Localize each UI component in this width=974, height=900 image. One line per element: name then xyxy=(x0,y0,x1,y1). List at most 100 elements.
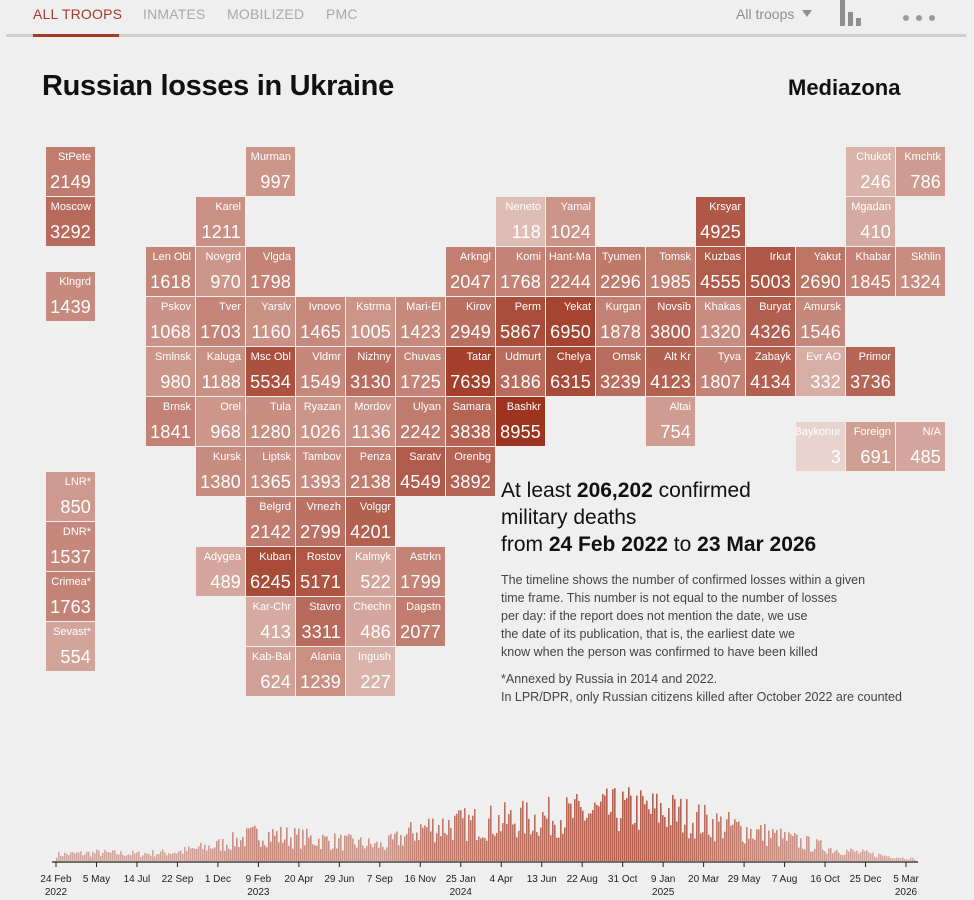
region-tile-hant-ma[interactable]: Hant-Ma 2244 xyxy=(546,247,595,296)
region-tile-klngrd[interactable]: Klngrd 1439 xyxy=(46,272,95,321)
region-tile-vlgda[interactable]: Vlgda 1798 xyxy=(246,247,295,296)
region-tile-kstrma[interactable]: Kstrma 1005 xyxy=(346,297,395,346)
region-tile-bashkr[interactable]: Bashkr 8955 xyxy=(496,397,545,446)
region-tile-krsyar[interactable]: Krsyar 4925 xyxy=(696,197,745,246)
region-tile-saratv[interactable]: Saratv 4549 xyxy=(396,447,445,496)
region-tile-stpete[interactable]: StPete 2149 xyxy=(46,147,95,196)
region-tile-chelya[interactable]: Chelya 6315 xyxy=(546,347,595,396)
region-tile-kurgan[interactable]: Kurgan 1878 xyxy=(596,297,645,346)
region-tile-arkngl[interactable]: Arkngl 2047 xyxy=(446,247,495,296)
losses-timeline-chart[interactable]: 24 Feb 2022 5 May 14 Jul 22 Sep 1 Dec 9 Feb 202… xyxy=(0,760,974,900)
region-tile-msc-obl[interactable]: Msc Obl 5534 xyxy=(246,347,295,396)
more-options-icon[interactable] xyxy=(903,8,942,26)
troops-filter-dropdown[interactable]: All troops xyxy=(736,6,813,22)
region-tile-smlnsk[interactable]: Smlnsk 980 xyxy=(146,347,195,396)
region-tile-yekat[interactable]: Yekat 6950 xyxy=(546,297,595,346)
region-tile-tver[interactable]: Tver 1703 xyxy=(196,297,245,346)
region-tile-zabayk[interactable]: Zabayk 4134 xyxy=(746,347,795,396)
region-tile-vrnezh[interactable]: Vrnezh 2799 xyxy=(296,497,345,546)
region-tile-tula[interactable]: Tula 1280 xyxy=(246,397,295,446)
region-tile-tyva[interactable]: Tyva 1807 xyxy=(696,347,745,396)
region-tile-samara[interactable]: Samara 3838 xyxy=(446,397,495,446)
region-tile-tambov[interactable]: Tambov 1393 xyxy=(296,447,345,496)
region-tile-dnr[interactable]: DNR* 1537 xyxy=(46,522,95,571)
region-tile-kirov[interactable]: Kirov 2949 xyxy=(446,297,495,346)
region-tile-neneto[interactable]: Neneto 118 xyxy=(496,197,545,246)
region-tile-orel[interactable]: Orel 968 xyxy=(196,397,245,446)
region-tile-penza[interactable]: Penza 2138 xyxy=(346,447,395,496)
region-tile-sevast[interactable]: Sevast* 554 xyxy=(46,622,95,671)
region-tile-crimea[interactable]: Crimea* 1763 xyxy=(46,572,95,621)
region-tile-ulyan[interactable]: Ulyan 2242 xyxy=(396,397,445,446)
region-tile-foreign[interactable]: Foreign 691 xyxy=(846,422,895,471)
region-tile-volggr[interactable]: Volggr 4201 xyxy=(346,497,395,546)
region-tile-yakut[interactable]: Yakut 2690 xyxy=(796,247,845,296)
region-tile-orenbg[interactable]: Orenbg 3892 xyxy=(446,447,495,496)
region-tile-primor[interactable]: Primor 3736 xyxy=(846,347,895,396)
region-tile-rostov[interactable]: Rostov 5171 xyxy=(296,547,345,596)
region-tile-omsk[interactable]: Omsk 3239 xyxy=(596,347,645,396)
region-tile-ingush[interactable]: Ingush 227 xyxy=(346,647,395,696)
region-tile-skhlin[interactable]: Skhlin 1324 xyxy=(896,247,945,296)
region-tile-kar-chr[interactable]: Kar-Chr 413 xyxy=(246,597,295,646)
region-tile-khabar[interactable]: Khabar 1845 xyxy=(846,247,895,296)
region-tile-belgrd[interactable]: Belgrd 2142 xyxy=(246,497,295,546)
region-tile-mordov[interactable]: Mordov 1136 xyxy=(346,397,395,446)
brand-logo[interactable]: Mediazona xyxy=(788,75,901,100)
region-tile-vldmr[interactable]: Vldmr 1549 xyxy=(296,347,345,396)
region-tile-alania[interactable]: Alania 1239 xyxy=(296,647,345,696)
region-tile-ivnovo[interactable]: Ivnovo 1465 xyxy=(296,297,345,346)
tab-pmc[interactable]: PMC xyxy=(326,6,358,22)
region-tile-len-obl[interactable]: Len Obl 1618 xyxy=(146,247,195,296)
region-tile-yarslv[interactable]: Yarslv 1160 xyxy=(246,297,295,346)
region-tile-kalmyk[interactable]: Kalmyk 522 xyxy=(346,547,395,596)
region-tile-kab-bal[interactable]: Kab-Bal 624 xyxy=(246,647,295,696)
region-tile-murman[interactable]: Murman 997 xyxy=(246,147,295,196)
region-tile-n-a[interactable]: N/A 485 xyxy=(896,422,945,471)
region-tile-chukot[interactable]: Chukot 246 xyxy=(846,147,895,196)
region-tile-kuban[interactable]: Kuban 6245 xyxy=(246,547,295,596)
region-tile-tomsk[interactable]: Tomsk 1985 xyxy=(646,247,695,296)
region-tile-kaluga[interactable]: Kaluga 1188 xyxy=(196,347,245,396)
bar-chart-icon[interactable] xyxy=(840,0,866,26)
region-tile-kursk[interactable]: Kursk 1380 xyxy=(196,447,245,496)
region-tile-yamal[interactable]: Yamal 1024 xyxy=(546,197,595,246)
region-tile-kuzbas[interactable]: Kuzbas 4555 xyxy=(696,247,745,296)
region-tile-novsib[interactable]: Novsib 3800 xyxy=(646,297,695,346)
region-tile-mari-el[interactable]: Mari-El 1423 xyxy=(396,297,445,346)
region-tile-alt-kr[interactable]: Alt Kr 4123 xyxy=(646,347,695,396)
region-tile-tyumen[interactable]: Tyumen 2296 xyxy=(596,247,645,296)
region-tile-pskov[interactable]: Pskov 1068 xyxy=(146,297,195,346)
region-tile-kmchtk[interactable]: Kmchtk 786 xyxy=(896,147,945,196)
region-tile-nizhny[interactable]: Nizhny 3130 xyxy=(346,347,395,396)
region-tile-astrkn[interactable]: Astrkn 1799 xyxy=(396,547,445,596)
region-tile-novgrd[interactable]: Novgrd 970 xyxy=(196,247,245,296)
region-name: Mordov xyxy=(354,401,391,413)
region-tile-adygea[interactable]: Adygea 489 xyxy=(196,547,245,596)
region-tile-tatar[interactable]: Tatar 7639 xyxy=(446,347,495,396)
region-tile-brnsk[interactable]: Brnsk 1841 xyxy=(146,397,195,446)
region-tile-baykonur[interactable]: Baykonur 3 xyxy=(796,422,845,471)
region-tile-ryazan[interactable]: Ryazan 1026 xyxy=(296,397,345,446)
region-tile-chechn[interactable]: Chechn 486 xyxy=(346,597,395,646)
region-tile-buryat[interactable]: Buryat 4326 xyxy=(746,297,795,346)
region-tile-chuvas[interactable]: Chuvas 1725 xyxy=(396,347,445,396)
region-tile-liptsk[interactable]: Liptsk 1365 xyxy=(246,447,295,496)
region-tile-evr-ao[interactable]: Evr AO 332 xyxy=(796,347,845,396)
tab-all-troops[interactable]: ALL TROOPS xyxy=(33,6,123,22)
region-tile-khakas[interactable]: Khakas 1320 xyxy=(696,297,745,346)
region-tile-karel[interactable]: Karel 1211 xyxy=(196,197,245,246)
region-tile-dagstn[interactable]: Dagstn 2077 xyxy=(396,597,445,646)
region-tile-altai[interactable]: Altai 754 xyxy=(646,397,695,446)
region-tile-mgadan[interactable]: Mgadan 410 xyxy=(846,197,895,246)
region-tile-stavro[interactable]: Stavro 3311 xyxy=(296,597,345,646)
region-tile-lnr[interactable]: LNR* 850 xyxy=(46,472,95,521)
region-tile-irkut[interactable]: Irkut 5003 xyxy=(746,247,795,296)
region-tile-komi[interactable]: Komi 1768 xyxy=(496,247,545,296)
tab-mobilized[interactable]: MOBILIZED xyxy=(227,6,305,22)
region-tile-udmurt[interactable]: Udmurt 3186 xyxy=(496,347,545,396)
region-tile-moscow[interactable]: Moscow 3292 xyxy=(46,197,95,246)
region-tile-perm[interactable]: Perm 5867 xyxy=(496,297,545,346)
region-tile-amursk[interactable]: Amursk 1546 xyxy=(796,297,845,346)
tab-inmates[interactable]: INMATES xyxy=(143,6,206,22)
